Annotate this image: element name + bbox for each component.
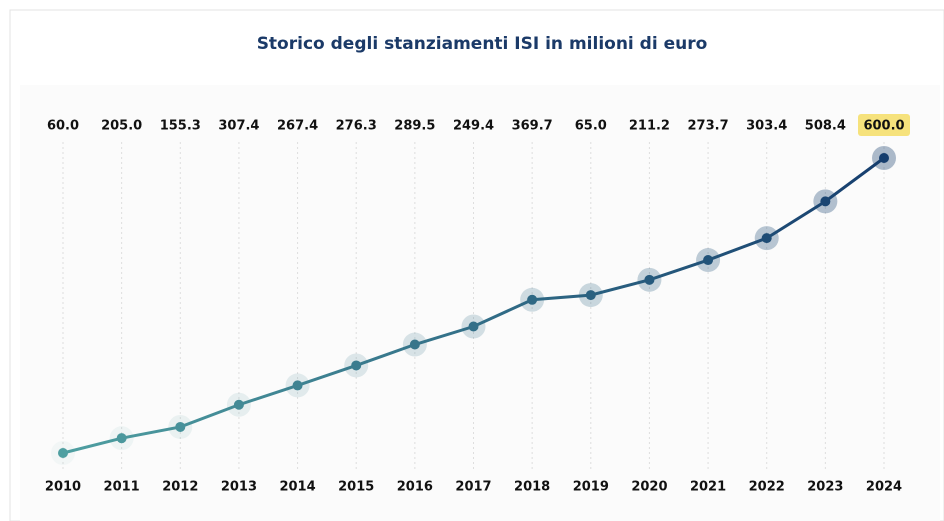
x-tick-label: 2022 xyxy=(749,480,785,495)
value-label: 369.7 xyxy=(512,119,553,134)
x-tick-label: 2016 xyxy=(397,480,433,495)
point xyxy=(351,360,362,371)
x-tick-label: 2014 xyxy=(279,480,315,495)
point xyxy=(175,421,186,432)
value-label: 273.7 xyxy=(688,119,729,134)
point xyxy=(820,196,831,207)
value-label: 249.4 xyxy=(453,119,494,134)
value-label: 65.0 xyxy=(575,119,607,134)
value-label: 289.5 xyxy=(394,119,435,134)
point xyxy=(585,290,596,301)
value-label: 276.3 xyxy=(336,119,377,134)
value-label: 205.0 xyxy=(101,119,142,134)
x-tick-label: 2024 xyxy=(866,480,902,495)
point xyxy=(116,433,127,444)
x-tick-label: 2012 xyxy=(162,480,198,495)
point xyxy=(644,274,655,285)
point xyxy=(233,399,244,410)
value-label: 60.0 xyxy=(47,119,79,134)
plot-background xyxy=(20,85,940,521)
value-label: 508.4 xyxy=(805,119,846,134)
point xyxy=(292,380,303,391)
x-tick-label: 2015 xyxy=(338,480,374,495)
x-tick-label: 2021 xyxy=(690,480,726,495)
value-label: 600.0 xyxy=(863,119,904,134)
point xyxy=(58,448,68,458)
point xyxy=(527,294,538,305)
x-tick-label: 2013 xyxy=(221,480,257,495)
x-tick-label: 2023 xyxy=(807,480,843,495)
x-tick-label: 2010 xyxy=(45,480,81,495)
chart-title: Storico degli stanziamenti ISI in milion… xyxy=(257,34,708,54)
point xyxy=(468,321,479,332)
point xyxy=(409,339,420,350)
point xyxy=(879,153,889,163)
value-label: 267.4 xyxy=(277,119,318,134)
x-tick-label: 2018 xyxy=(514,480,550,495)
value-label: 155.3 xyxy=(160,119,201,134)
value-label: 307.4 xyxy=(218,119,259,134)
x-tick-label: 2011 xyxy=(104,480,140,495)
value-label: 211.2 xyxy=(629,119,670,134)
x-tick-label: 2019 xyxy=(573,480,609,495)
x-tick-label: 2017 xyxy=(455,480,491,495)
x-tick-label: 2020 xyxy=(631,480,667,495)
point xyxy=(761,233,772,244)
point xyxy=(703,255,714,266)
value-highlight xyxy=(858,114,910,136)
value-label: 303.4 xyxy=(746,119,787,134)
